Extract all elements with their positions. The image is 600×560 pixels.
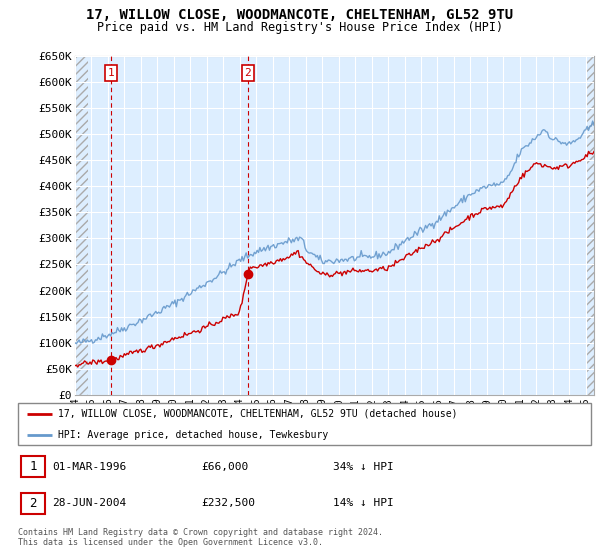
Text: 2: 2 [244,68,251,78]
Text: £66,000: £66,000 [202,462,248,472]
Text: £232,500: £232,500 [202,498,256,508]
Text: Contains HM Land Registry data © Crown copyright and database right 2024.: Contains HM Land Registry data © Crown c… [18,528,383,536]
Bar [75,56,88,395]
Text: 01-MAR-1996: 01-MAR-1996 [52,462,127,472]
FancyBboxPatch shape [18,403,591,445]
Text: 1: 1 [107,68,114,78]
Text: 17, WILLOW CLOSE, WOODMANCOTE, CHELTENHAM, GL52 9TU: 17, WILLOW CLOSE, WOODMANCOTE, CHELTENHA… [86,8,514,22]
Text: 1: 1 [29,460,37,473]
FancyBboxPatch shape [21,493,45,514]
Text: 14% ↓ HPI: 14% ↓ HPI [333,498,394,508]
Text: 2: 2 [29,497,37,510]
Text: 17, WILLOW CLOSE, WOODMANCOTE, CHELTENHAM, GL52 9TU (detached house): 17, WILLOW CLOSE, WOODMANCOTE, CHELTENHA… [58,409,458,419]
Text: 34% ↓ HPI: 34% ↓ HPI [333,462,394,472]
FancyBboxPatch shape [21,456,45,477]
Text: HPI: Average price, detached house, Tewkesbury: HPI: Average price, detached house, Tewk… [58,430,328,440]
Text: This data is licensed under the Open Government Licence v3.0.: This data is licensed under the Open Gov… [18,538,323,547]
Text: Price paid vs. HM Land Registry's House Price Index (HPI): Price paid vs. HM Land Registry's House … [97,21,503,34]
Text: 28-JUN-2004: 28-JUN-2004 [52,498,127,508]
Bar [586,56,594,395]
